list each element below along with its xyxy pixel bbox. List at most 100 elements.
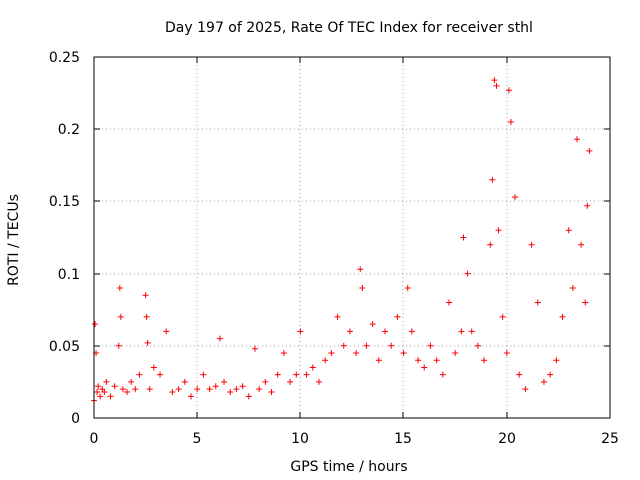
data-point	[493, 82, 500, 89]
data-point	[188, 393, 195, 400]
data-point	[578, 241, 585, 248]
data-point	[528, 241, 535, 248]
data-point	[559, 313, 566, 320]
data-point	[103, 378, 110, 385]
data-point	[468, 328, 475, 335]
data-point	[359, 285, 366, 292]
data-point	[369, 321, 376, 328]
data-point	[303, 371, 310, 378]
data-point	[101, 389, 108, 396]
y-ticks	[94, 56, 610, 419]
data-point	[256, 386, 263, 393]
data-point	[507, 118, 514, 125]
data-point	[503, 350, 510, 357]
data-point	[157, 371, 164, 378]
data-point	[150, 364, 157, 371]
data-point	[415, 357, 422, 364]
x-tick-label: 5	[193, 431, 202, 447]
data-point	[499, 313, 506, 320]
data-point	[481, 357, 488, 364]
grid-lines	[94, 57, 610, 418]
data-point	[117, 313, 124, 320]
data-point	[163, 328, 170, 335]
data-point	[124, 389, 131, 396]
data-point	[262, 378, 269, 385]
data-point	[107, 393, 114, 400]
y-tick-labels: 0 0.05 0.1 0.15 0.2 0.25	[49, 50, 80, 427]
data-point	[251, 345, 258, 352]
data-point	[315, 378, 322, 385]
data-point	[175, 386, 182, 393]
data-point	[328, 350, 335, 357]
data-point	[491, 77, 498, 84]
data-point	[116, 285, 123, 292]
data-point	[582, 299, 589, 306]
data-point	[95, 383, 102, 390]
data-point	[340, 342, 347, 349]
data-point	[200, 371, 207, 378]
data-point	[516, 371, 523, 378]
data-point	[474, 342, 481, 349]
data-point	[128, 378, 135, 385]
data-point	[489, 176, 496, 183]
data-point	[540, 378, 547, 385]
data-point	[287, 378, 294, 385]
data-point	[144, 339, 151, 346]
data-point	[458, 328, 465, 335]
x-tick-label: 25	[601, 431, 619, 447]
data-point	[274, 371, 281, 378]
data-point	[357, 266, 364, 273]
data-point	[169, 389, 176, 396]
data-point	[94, 389, 101, 396]
data-point	[394, 313, 401, 320]
data-point	[227, 389, 234, 396]
data-point	[142, 292, 149, 299]
data-point	[268, 389, 275, 396]
data-point	[293, 371, 300, 378]
data-point	[216, 335, 223, 342]
data-point	[136, 371, 143, 378]
data-point	[534, 299, 541, 306]
y-tick-label: 0.25	[49, 50, 80, 66]
data-point	[573, 136, 580, 143]
data-point	[382, 328, 389, 335]
data-point	[115, 342, 122, 349]
data-point	[363, 342, 370, 349]
data-point	[433, 357, 440, 364]
data-point	[221, 378, 228, 385]
data-point	[322, 357, 329, 364]
data-point	[346, 328, 353, 335]
data-point	[194, 386, 201, 393]
data-point	[404, 285, 411, 292]
y-tick-label: 0.05	[49, 339, 80, 355]
data-point	[206, 386, 213, 393]
data-point	[495, 227, 502, 234]
data-point	[143, 313, 150, 320]
data-point	[233, 386, 240, 393]
data-point	[505, 87, 512, 94]
data-point	[427, 342, 434, 349]
data-point	[512, 194, 519, 201]
data-point	[421, 364, 428, 371]
data-point	[388, 342, 395, 349]
x-tick-label: 0	[90, 431, 99, 447]
x-ticks	[93, 57, 611, 418]
x-tick-label: 20	[498, 431, 516, 447]
data-point	[408, 328, 415, 335]
data-point	[547, 371, 554, 378]
x-tick-labels: 0 5 10 15 20 25	[90, 431, 619, 447]
data-point	[297, 328, 304, 335]
y-axis-label: ROTI / TECUs	[6, 194, 22, 286]
data-point	[239, 383, 246, 390]
y-tick-label: 0.2	[58, 122, 80, 138]
data-point	[245, 393, 252, 400]
data-point	[584, 202, 591, 209]
x-tick-label: 10	[291, 431, 309, 447]
data-points	[91, 77, 593, 404]
data-point	[464, 270, 471, 277]
data-point	[280, 350, 287, 357]
data-point	[400, 350, 407, 357]
data-point	[146, 386, 153, 393]
data-point	[586, 147, 593, 154]
